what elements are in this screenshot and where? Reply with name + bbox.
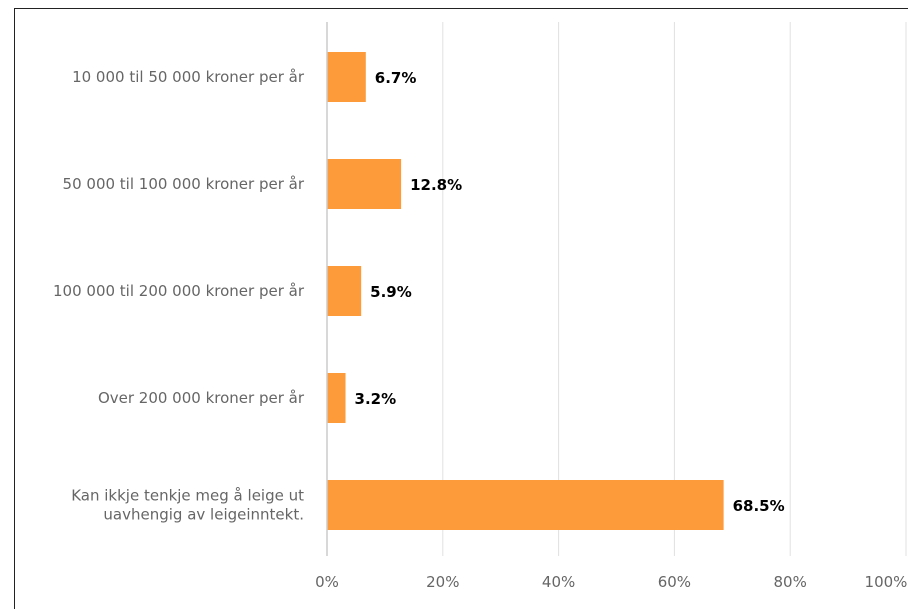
category-label: 10 000 til 50 000 kroner per år <box>72 68 305 86</box>
bar-layer <box>327 52 724 530</box>
category-label: 100 000 til 200 000 kroner per år <box>53 282 305 300</box>
bar <box>327 373 346 423</box>
category-label: 50 000 til 100 000 kroner per år <box>63 175 305 193</box>
x-tick-label: 80% <box>774 573 807 591</box>
x-tick-label: 100% <box>865 573 908 591</box>
data-label: 12.8% <box>410 176 462 194</box>
data-label: 3.2% <box>355 390 397 408</box>
bar <box>327 159 402 209</box>
x-tick-label: 0% <box>315 573 339 591</box>
bar <box>327 266 362 316</box>
x-tick-label: 20% <box>426 573 459 591</box>
grid-layer <box>442 22 907 556</box>
x-tick-label: 60% <box>658 573 691 591</box>
data-label: 68.5% <box>733 497 785 515</box>
category-label: Kan ikkje tenkje meg å leige ut uavhengig… <box>71 487 304 524</box>
bar <box>327 52 366 102</box>
data-label: 5.9% <box>370 283 412 301</box>
bar <box>327 480 724 530</box>
category-label: Over 200 000 kroner per år <box>98 389 305 407</box>
label-layer: 0% 20% 40% 60% 80% 100% 10 000 til 50 000 kron… <box>53 68 907 591</box>
data-label: 6.7% <box>375 69 417 87</box>
x-tick-label: 40% <box>542 573 575 591</box>
